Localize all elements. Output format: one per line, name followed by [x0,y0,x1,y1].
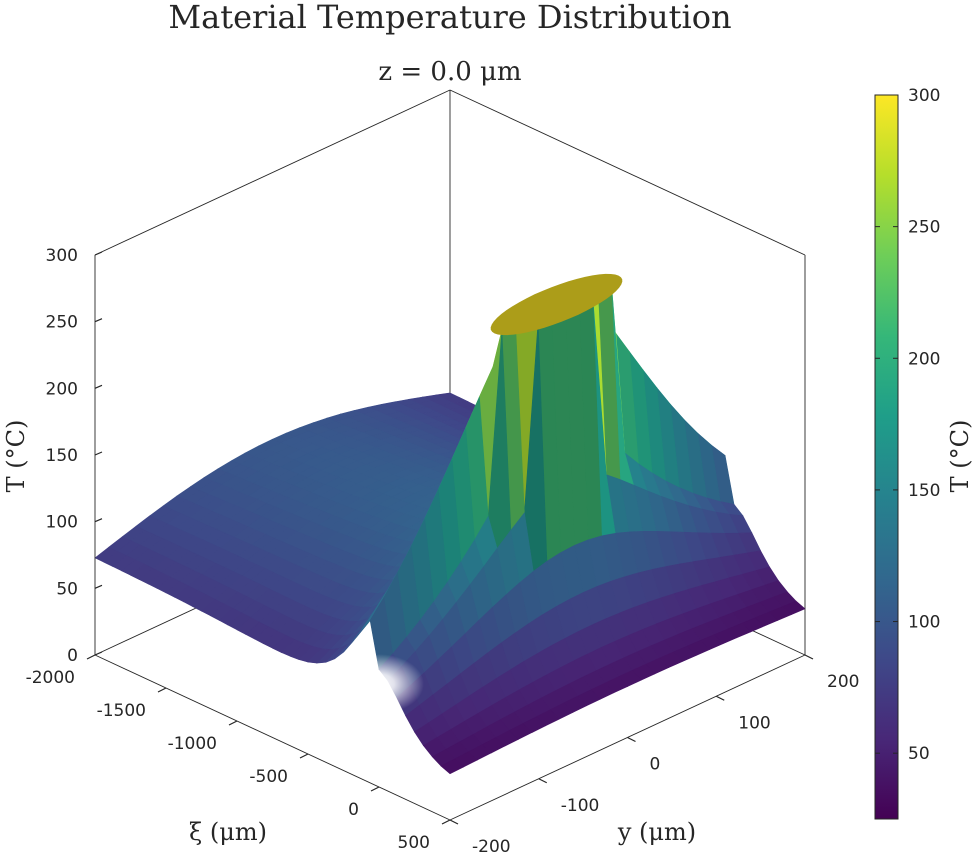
colorbar: 50 100 150 200 250 300 T (°C) [874,86,974,820]
chart-subtitle: z = 0.0 μm [378,57,521,87]
xi-tick-label: -2000 [26,668,75,688]
xi-tick-mark [370,786,380,792]
back-edge-top-left [94,89,451,256]
y-tick-label: 200 [827,672,859,692]
y-tick-mark [449,819,459,825]
peak-plateau [490,273,623,336]
t-tick-mark [94,451,103,456]
t-tick-mark [94,251,103,256]
xi-tick-mark [299,753,309,759]
back-edge-top-right [449,89,806,256]
colorbar-ticks: 50 100 150 200 250 300 [875,86,940,764]
y-axis-label: y (μm) [617,818,696,846]
xi-tick-label: 0 [348,800,359,820]
y-tick-mark [804,654,814,660]
colorbar-tick-label: 150 [908,481,940,501]
t-tick-label: 300 [46,246,78,266]
xi-axis-label: ξ (μm) [189,818,267,846]
xi-tick-label: -1500 [97,701,146,721]
t-axis-label: T (°C) [2,420,30,493]
y-tick-label: 100 [738,713,770,733]
colorbar-tick-label: 250 [908,218,940,238]
t-tick-mark [94,584,103,589]
t-tick-label: 100 [46,513,78,533]
colorbar-tick-label: 200 [908,349,940,369]
t-tick-label: 0 [67,646,78,666]
y-tick-label: 0 [650,755,661,775]
y-tick-label: -200 [472,837,511,852]
t-tick-label: 150 [46,446,78,466]
colorbar-tick-label: 100 [908,613,940,633]
colorbar-tick-label: 50 [908,744,930,764]
colorbar-scale [874,94,899,820]
xi-tick-mark [86,654,96,660]
t-tick-mark [94,384,103,389]
xi-tick-mark [157,687,167,693]
xi-tick-label: -500 [249,767,288,787]
xi-tick-label: 500 [398,833,430,852]
xi-axis-line [94,654,451,821]
t-tick-label: 250 [46,313,78,333]
chart-title: Material Temperature Distribution [168,0,731,36]
colorbar-tick-label: 300 [908,86,940,106]
y-tick-label: -100 [561,796,600,816]
y-tick-mark [627,736,636,743]
surface-cell [440,758,465,775]
xi-tick-mark [441,819,451,825]
t-tick-label: 50 [56,579,78,599]
specular-highlight [332,654,424,714]
surface-mesh [94,273,806,775]
t-tick-mark [94,318,103,323]
xi-tick-label: -1000 [168,734,217,754]
y-tick-mark [538,778,548,784]
t-tick-mark [94,518,103,523]
colorbar-label: T (°C) [946,420,974,493]
xi-tick-mark [228,720,238,726]
t-tick-label: 200 [46,379,78,399]
y-tick-mark [715,695,725,701]
t-tick-mark [94,651,103,656]
